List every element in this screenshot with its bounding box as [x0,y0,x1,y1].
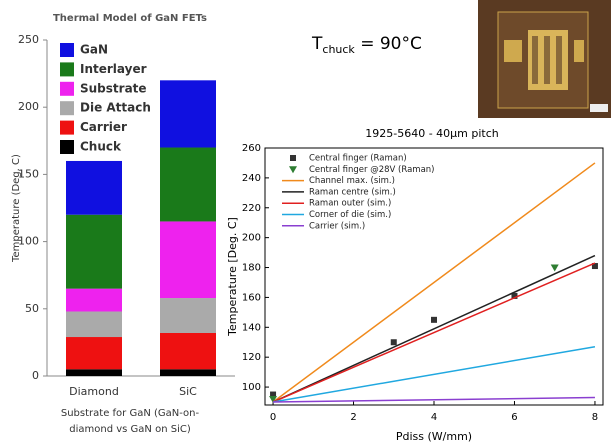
bar-segment [160,148,216,222]
y-tick-label: 120 [242,352,261,363]
y-tick-label: 200 [18,100,39,113]
x-tick-label: 4 [431,412,437,423]
legend-label: Carrier [80,120,127,134]
y-tick-label: 260 [242,143,261,154]
x-axis-label: Pdiss (W/mm) [396,430,472,443]
legend-swatch [60,121,74,135]
legend-label: Substrate [80,81,147,95]
bar-segment [160,333,216,369]
bar-segment [160,369,216,376]
legend-label: Raman outer (sim.) [309,199,391,209]
y-tick-label: 100 [242,382,261,393]
x-axis-label: Substrate for GaN (GaN-on- [61,408,200,419]
x-axis-label: diamond vs GaN on SiC) [69,424,191,435]
x-tick-label: 8 [592,412,598,423]
die-photo [478,0,611,118]
bar-segment [66,369,122,376]
bar-segment [66,289,122,312]
sim-line [273,263,595,402]
annotation-subscript: chuck [322,43,355,56]
legend-swatch [60,62,74,76]
data-point [431,317,437,323]
legend-label: Channel max. (sim.) [309,176,395,186]
legend-label: Interlayer [80,62,147,76]
chart-title: Thermal Model of GaN FETs [53,13,207,24]
annotation-text: T [311,34,323,54]
bar-segment [160,80,216,147]
x-tick-label: 2 [350,412,356,423]
legend-label: GaN [80,43,108,57]
y-tick-label: 250 [18,33,39,46]
chuck-annotation: Tchuck = 90°C [311,34,422,56]
bar-segment [160,221,216,298]
bar-segment [66,311,122,337]
y-tick-label: 0 [32,369,39,382]
y-tick-label: 180 [242,263,261,274]
legend-label: Corner of die (sim.) [309,210,391,220]
y-tick-label: 220 [242,203,261,214]
legend-swatch [60,43,74,57]
y-tick-label: 140 [242,322,261,333]
y-axis-label: Temperature [Deg. C] [226,217,239,337]
y-tick-label: 240 [242,173,261,184]
data-point [551,265,559,272]
legend-label: Central finger (Raman) [309,154,407,164]
legend-marker [289,166,297,173]
bar-segment [66,215,122,289]
legend-label: Carrier (sim.) [309,221,365,231]
legend-label: Raman centre (sim.) [309,187,396,197]
legend-swatch [60,101,74,115]
bar-segment [66,337,122,369]
legend-marker [290,155,296,161]
legend-label: Central finger @28V (Raman) [309,165,434,175]
bar-segment [160,298,216,333]
annotation-rest: = 90°C [355,34,422,54]
legend-label: Die Attach [80,101,151,115]
y-tick-label: 200 [242,233,261,244]
x-tick-label: Diamond [69,385,119,398]
legend-label: Chuck [80,140,122,154]
chart-title: 1925-5640 - 40μm pitch [365,127,499,140]
sim-line [273,347,595,402]
x-tick-label: 0 [270,412,276,423]
x-tick-label: SiC [179,385,197,398]
x-tick-label: 6 [511,412,517,423]
y-tick-label: 50 [25,302,39,315]
y-tick-label: 160 [242,292,261,303]
legend-swatch [60,140,74,154]
data-point [391,339,397,345]
y-axis-label: Temperature (Deg. C) [11,154,22,263]
legend-swatch [60,82,74,96]
bar-segment [66,161,122,215]
page: Tchuck = 90°C Thermal Model of GaN FETs 0… [0,0,611,446]
sim-line [273,256,595,402]
